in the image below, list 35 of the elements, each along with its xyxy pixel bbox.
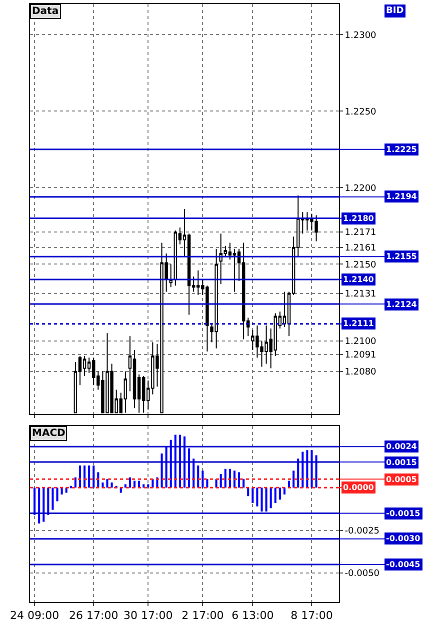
ref-line-label: 1.2124 [386, 300, 418, 309]
ref-line-label: 0.0005 [386, 475, 418, 484]
ref-line-label: -0.0030 [386, 534, 421, 543]
ref-line-label: 0.0000 [343, 483, 374, 492]
y-tick-label: -0.0050 [344, 569, 380, 580]
y-tick-label: 1.2131 [344, 289, 376, 300]
ref-line-label: 0.0015 [386, 458, 418, 467]
y-tick-label: -0.0025 [344, 526, 380, 536]
chart-title: MACD [32, 428, 66, 439]
x-tick-label: 6 13:00 [232, 609, 274, 622]
y-tick-label: 1.2091 [344, 350, 376, 361]
ref-line-label: 1.2111 [343, 319, 374, 328]
ref-line-label: 1.2155 [386, 252, 418, 261]
ref-line-label: -0.0015 [386, 509, 421, 518]
x-tick-label: 2 17:00 [182, 609, 224, 622]
x-tick-label: 26 17:00 [69, 609, 118, 622]
ref-line-label: 1.2225 [386, 145, 418, 154]
ref-line-label: 1.2140 [343, 275, 374, 284]
y-tick-label: 1.2161 [344, 244, 376, 254]
x-tick-label: 24 09:00 [10, 609, 60, 622]
chart-title: Data [32, 6, 59, 17]
ref-line-label: 1.2180 [343, 214, 374, 223]
y-tick-label: 1.2250 [344, 107, 377, 118]
ref-line-label: 0.0024 [386, 442, 418, 451]
x-tick-label: 30 17:00 [124, 609, 173, 622]
y-tick-label: 1.2300 [344, 30, 377, 41]
y-tick-label: 1.2100 [344, 336, 377, 347]
y-tick-label: 1.2080 [344, 368, 377, 378]
ref-line-label: 1.2194 [386, 192, 418, 201]
y-tick-label: 1.2150 [344, 260, 377, 270]
ref-line-label: -0.0045 [386, 560, 421, 569]
x-tick-label: 8 17:00 [290, 609, 333, 622]
y-tick-label: 1.2171 [344, 228, 376, 238]
text: BID [386, 6, 404, 16]
y-tick-label: 1.2200 [344, 184, 377, 194]
